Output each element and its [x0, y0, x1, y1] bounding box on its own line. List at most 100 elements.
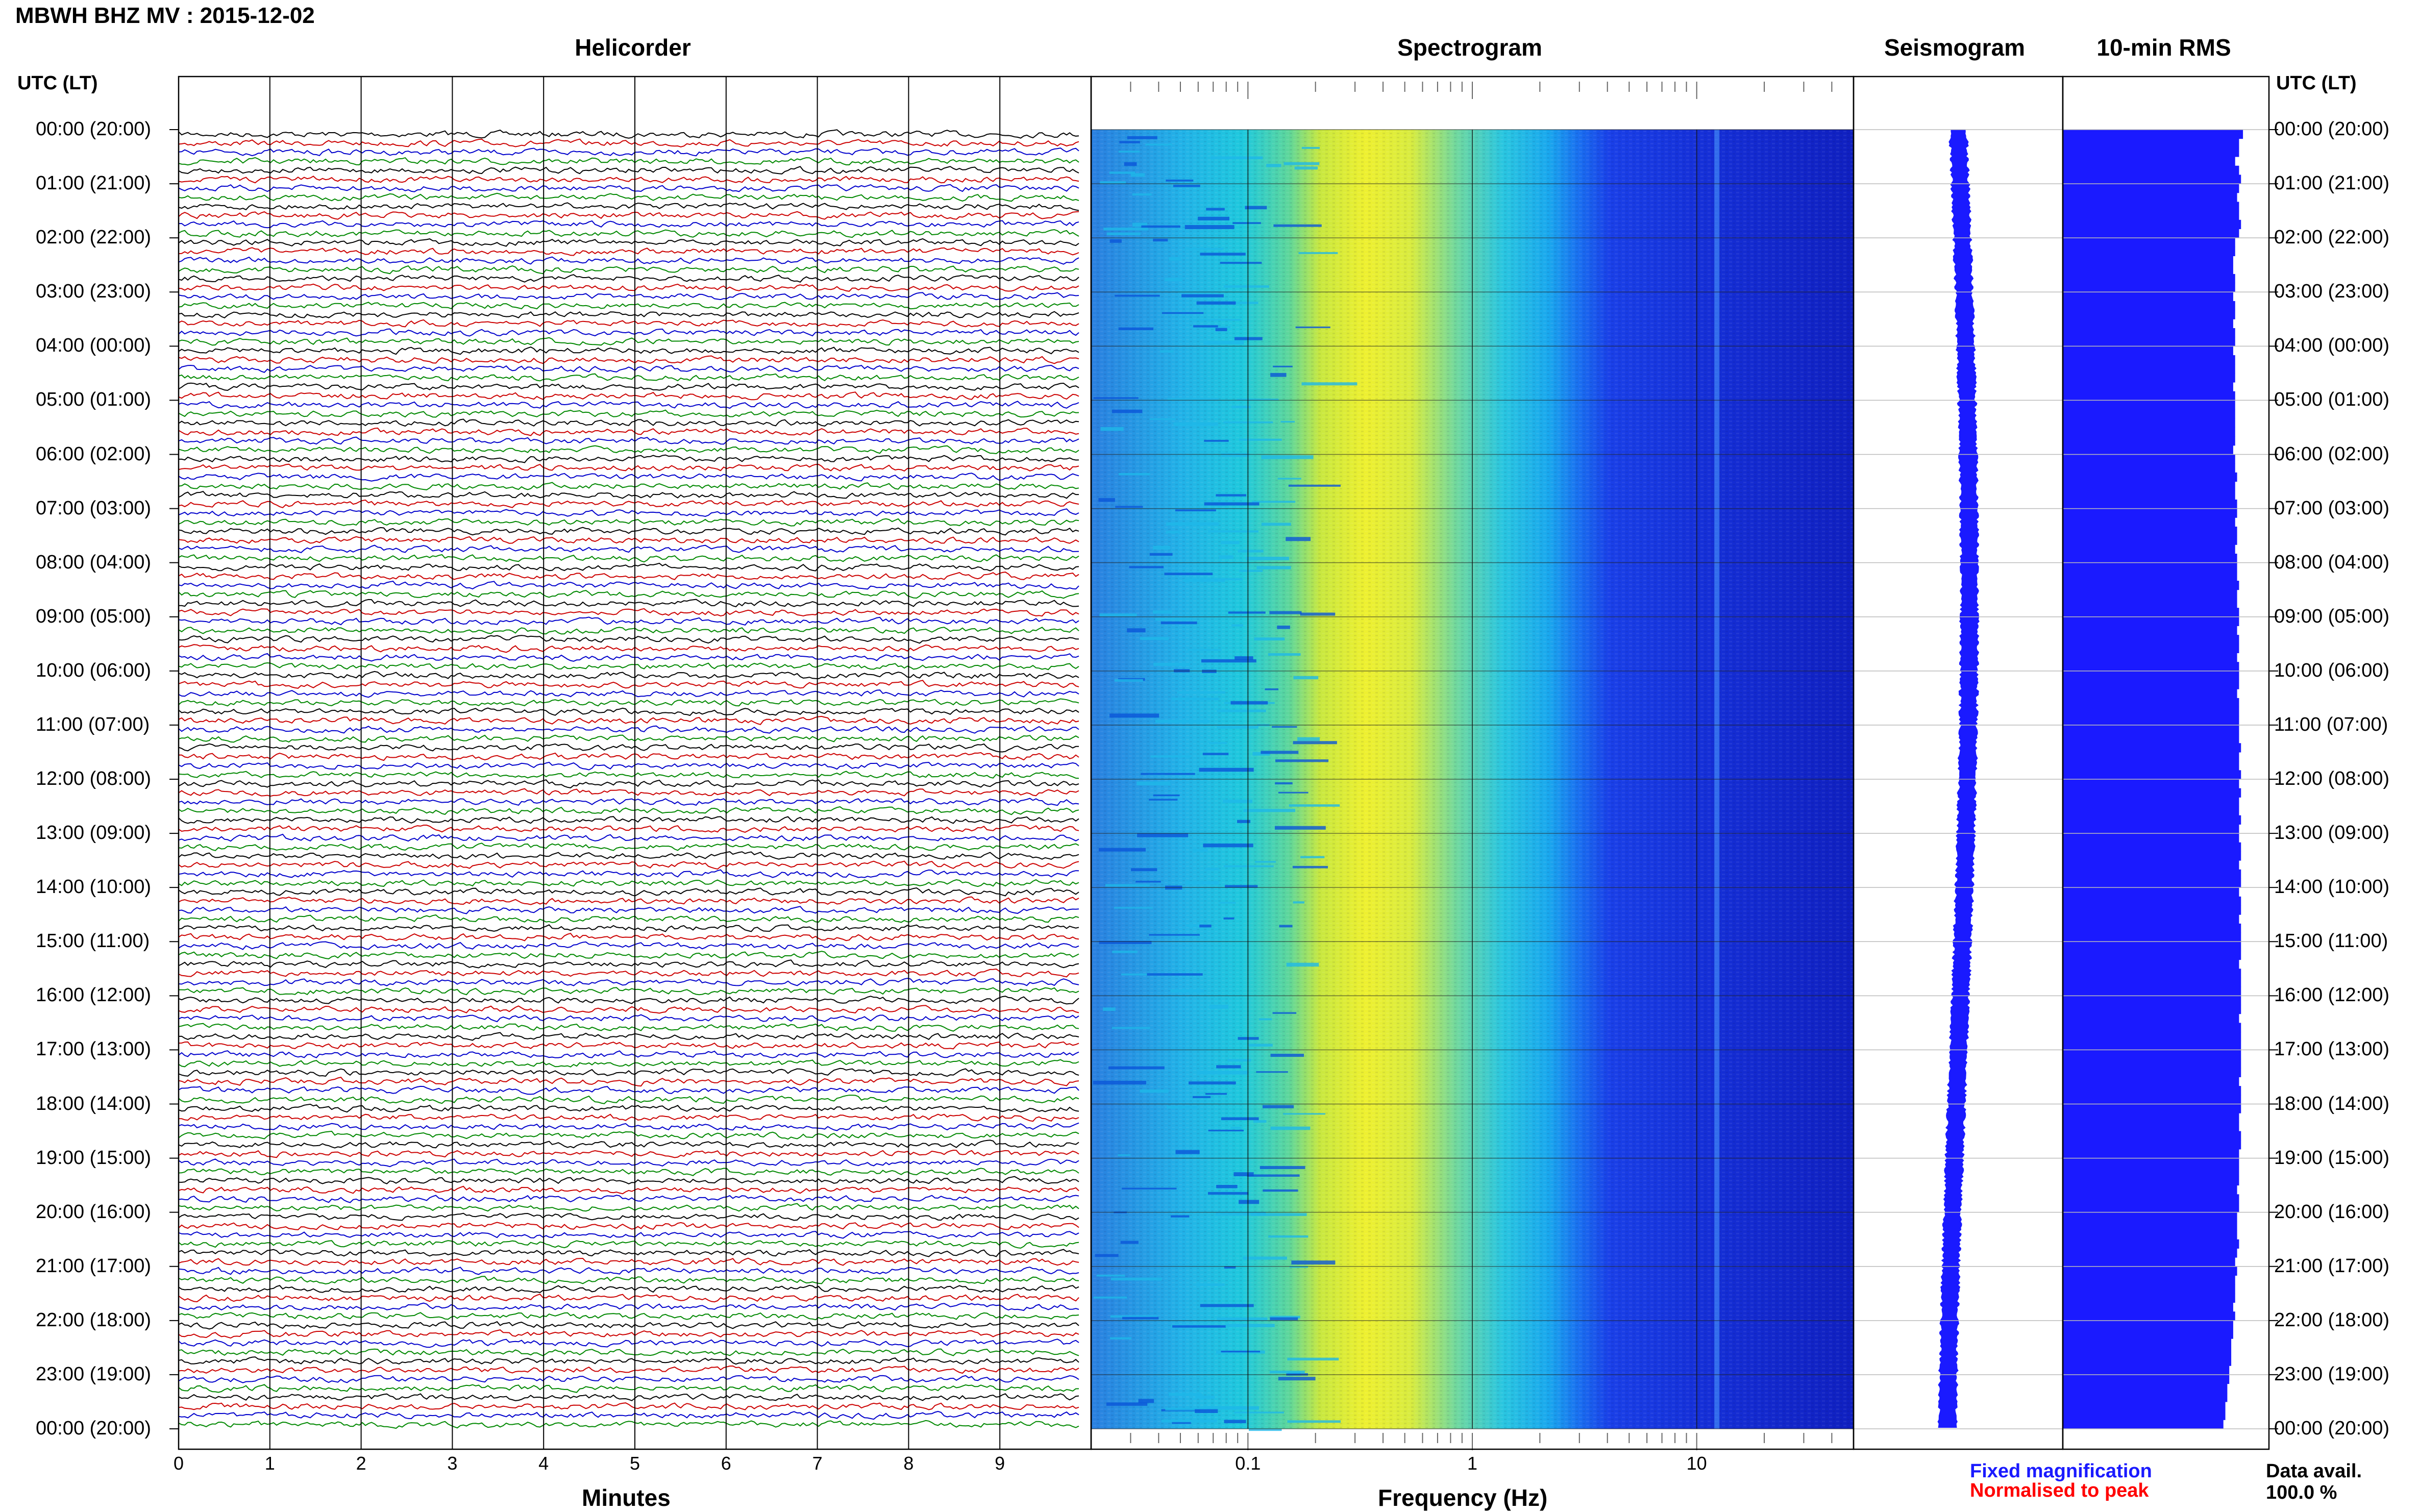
- time-label-right: 19:00 (15:00): [2274, 1147, 2390, 1169]
- legend-fixed-magnification: Fixed magnification: [1970, 1460, 2152, 1482]
- spectrogram-streak: [1145, 143, 1172, 146]
- freq-tick-label: 10: [1687, 1453, 1707, 1474]
- rms-bar: [2063, 364, 2235, 374]
- spectrogram-streak: [1153, 662, 1191, 666]
- spectrogram-streak: [1266, 164, 1281, 167]
- spectrogram-streak: [1225, 1324, 1275, 1327]
- spectrogram-streak: [1269, 611, 1302, 614]
- spectrogram-streak: [1167, 398, 1219, 400]
- spectrogram-streak: [1132, 222, 1148, 227]
- helicorder-trace: [178, 662, 1079, 671]
- rms-bar: [2063, 1059, 2241, 1069]
- rms-bar: [2063, 725, 2239, 735]
- spectrogram-streak: [1166, 179, 1194, 182]
- helicorder-trace: [178, 482, 1079, 490]
- spectrogram-streak: [1245, 206, 1267, 210]
- helicorder-trace: [178, 544, 1079, 554]
- rms-bar: [2063, 1393, 2228, 1402]
- spectrogram-streak: [1164, 573, 1213, 576]
- rms-bar: [2063, 157, 2235, 166]
- helicorder-trace: [178, 1294, 1079, 1303]
- helicorder-trace: [178, 653, 1079, 662]
- spectrogram-streak: [1110, 1277, 1162, 1281]
- spectrogram-streak: [1254, 861, 1276, 863]
- spectrogram-streak: [1270, 1316, 1300, 1319]
- spectrogram-streak: [1106, 232, 1141, 236]
- rms-bar: [2063, 797, 2239, 807]
- spectrogram-streak: [1184, 247, 1224, 250]
- spectrogram-streak: [1112, 409, 1143, 413]
- helicorder-trace: [178, 518, 1079, 527]
- helicorder-trace: [178, 184, 1079, 192]
- rms-bar: [2063, 229, 2239, 238]
- spectrogram-streak: [1124, 162, 1137, 166]
- spectrogram-plot: [1091, 129, 1854, 1431]
- rms-bar: [2063, 1221, 2237, 1231]
- spectrogram-streak: [1206, 208, 1225, 211]
- spectrogram-streak: [1224, 1266, 1236, 1269]
- helicorder-trace: [178, 1284, 1079, 1293]
- spectrogram-streak: [1114, 679, 1143, 682]
- spectrogram-streak: [1129, 566, 1164, 568]
- time-label-right: 11:00 (07:00): [2274, 713, 2388, 735]
- rms-bar: [2063, 328, 2235, 338]
- spectrogram-streak: [1119, 473, 1150, 476]
- helicorder-trace: [178, 879, 1079, 887]
- spectrogram-streak: [1215, 1211, 1266, 1216]
- helicorder-trace: [178, 311, 1079, 318]
- spectrogram-streak: [1279, 925, 1293, 928]
- rms-bar: [2063, 878, 2241, 888]
- spectrogram-streak: [1160, 350, 1174, 353]
- spectrogram-streak: [1259, 1018, 1272, 1021]
- helicorder-trace: [178, 816, 1079, 824]
- helicorder-trace: [178, 1302, 1079, 1311]
- rms-bar: [2063, 1275, 2235, 1285]
- rms-bar: [2063, 608, 2239, 617]
- spectrogram-streak: [1239, 569, 1263, 572]
- helicorder-trace: [178, 644, 1079, 653]
- spectrogram-streak: [1170, 989, 1204, 993]
- helicorder-trace: [178, 1257, 1079, 1266]
- helicorder-trace: [178, 1384, 1079, 1393]
- helicorder-trace: [178, 401, 1079, 409]
- helicorder-trace: [178, 851, 1079, 860]
- spectrogram-streak: [1183, 579, 1225, 582]
- rms-bar: [2063, 1320, 2233, 1330]
- rms-bar: [2063, 824, 2239, 834]
- rms-bar: [2063, 463, 2235, 473]
- freq-tick-label: 0.1: [1235, 1453, 1261, 1474]
- helicorder-trace: [178, 337, 1079, 346]
- helicorder-trace: [178, 824, 1079, 833]
- spectrogram-streak: [1262, 1105, 1294, 1108]
- spectrogram-streak: [1209, 1005, 1228, 1009]
- legend-normalised-peak: Normalised to peak: [1970, 1480, 2149, 1501]
- minute-tick-label: 1: [265, 1453, 275, 1474]
- spectrogram-streak: [1289, 804, 1340, 807]
- data-avail-label: Data avail.: [2266, 1460, 2362, 1482]
- spectrogram-streak: [1291, 1260, 1336, 1265]
- helicorder-trace: [178, 608, 1079, 617]
- spectrogram-streak: [1277, 625, 1290, 629]
- rms-bar: [2063, 1104, 2241, 1113]
- spectrogram-streak: [1249, 1428, 1282, 1431]
- helicorder-trace: [178, 842, 1079, 851]
- rms-bar: [2063, 986, 2241, 996]
- spectrogram-streak: [1220, 262, 1262, 264]
- helicorder-trace: [178, 671, 1079, 680]
- helicorder-trace: [178, 1410, 1079, 1420]
- rms-bar: [2063, 815, 2241, 825]
- spectrogram-streak: [1270, 373, 1287, 377]
- spectrogram-streak: [1096, 1274, 1125, 1277]
- spectrogram-streak: [1118, 327, 1154, 330]
- spectrogram-streak: [1152, 610, 1172, 614]
- helicorder-trace: [178, 1312, 1079, 1321]
- helicorder-trace: [178, 1041, 1079, 1050]
- spectrogram-streak: [1286, 537, 1311, 541]
- helicorder-trace: [178, 256, 1079, 265]
- helicorder-trace: [178, 1329, 1079, 1339]
- helicorder-trace: [178, 833, 1079, 842]
- spectrogram-streak: [1149, 553, 1173, 556]
- helicorder-trace: [178, 1149, 1079, 1158]
- time-label-right: 20:00 (16:00): [2274, 1201, 2390, 1223]
- spectrogram-streak: [1203, 340, 1244, 344]
